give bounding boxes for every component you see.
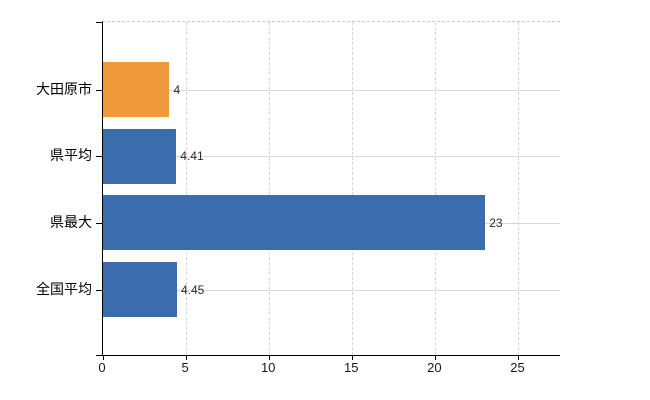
x-axis-tick — [352, 355, 354, 360]
vertical-gridline — [435, 22, 437, 355]
y-axis-category-tick — [96, 222, 102, 224]
horizontal-gridline — [103, 289, 560, 291]
horizontal-gridline — [103, 89, 560, 91]
y-axis-category-tick — [96, 289, 102, 291]
y-axis-category-tick — [96, 156, 102, 158]
bar — [103, 128, 177, 184]
x-axis-tick — [186, 355, 188, 360]
y-axis-category-label: 全国平均 — [36, 280, 92, 297]
vertical-gridline — [269, 22, 271, 355]
x-axis-tick — [103, 355, 104, 360]
bar — [103, 195, 486, 251]
horizontal-gridline — [103, 156, 560, 158]
x-axis-tick-label: 10 — [260, 360, 276, 375]
x-axis-tick-label: 5 — [181, 360, 189, 375]
bar-value-label: 23 — [489, 215, 503, 230]
y-axis-category-label: 大田原市 — [36, 80, 92, 97]
vertical-gridline — [518, 22, 520, 355]
x-axis-tick — [518, 355, 520, 360]
bar-value-label: 4.41 — [180, 149, 204, 164]
y-axis-category-label: 県最大 — [50, 213, 92, 230]
vertical-gridline — [352, 22, 354, 355]
x-axis-tick-label: 20 — [427, 360, 442, 375]
y-axis-top-tick — [96, 22, 102, 23]
bar-value-label: 4 — [173, 82, 181, 97]
plot-area: 4 4.41 23 4.45 — [96, 21, 560, 360]
vertical-gridline — [186, 22, 188, 355]
x-axis-origin-overhang — [96, 355, 103, 356]
x-axis-tick — [269, 355, 271, 360]
y-axis-category-tick — [96, 89, 102, 91]
y-axis-category-label: 県平均 — [50, 147, 92, 164]
x-axis-tick-label: 25 — [510, 360, 525, 375]
x-axis-tick-label: 15 — [344, 360, 359, 375]
x-axis-tick-label: 0 — [98, 360, 106, 375]
x-axis-tick — [435, 355, 437, 360]
bar — [103, 262, 177, 317]
bar-value-label: 4.45 — [180, 282, 205, 297]
bar — [103, 62, 170, 117]
